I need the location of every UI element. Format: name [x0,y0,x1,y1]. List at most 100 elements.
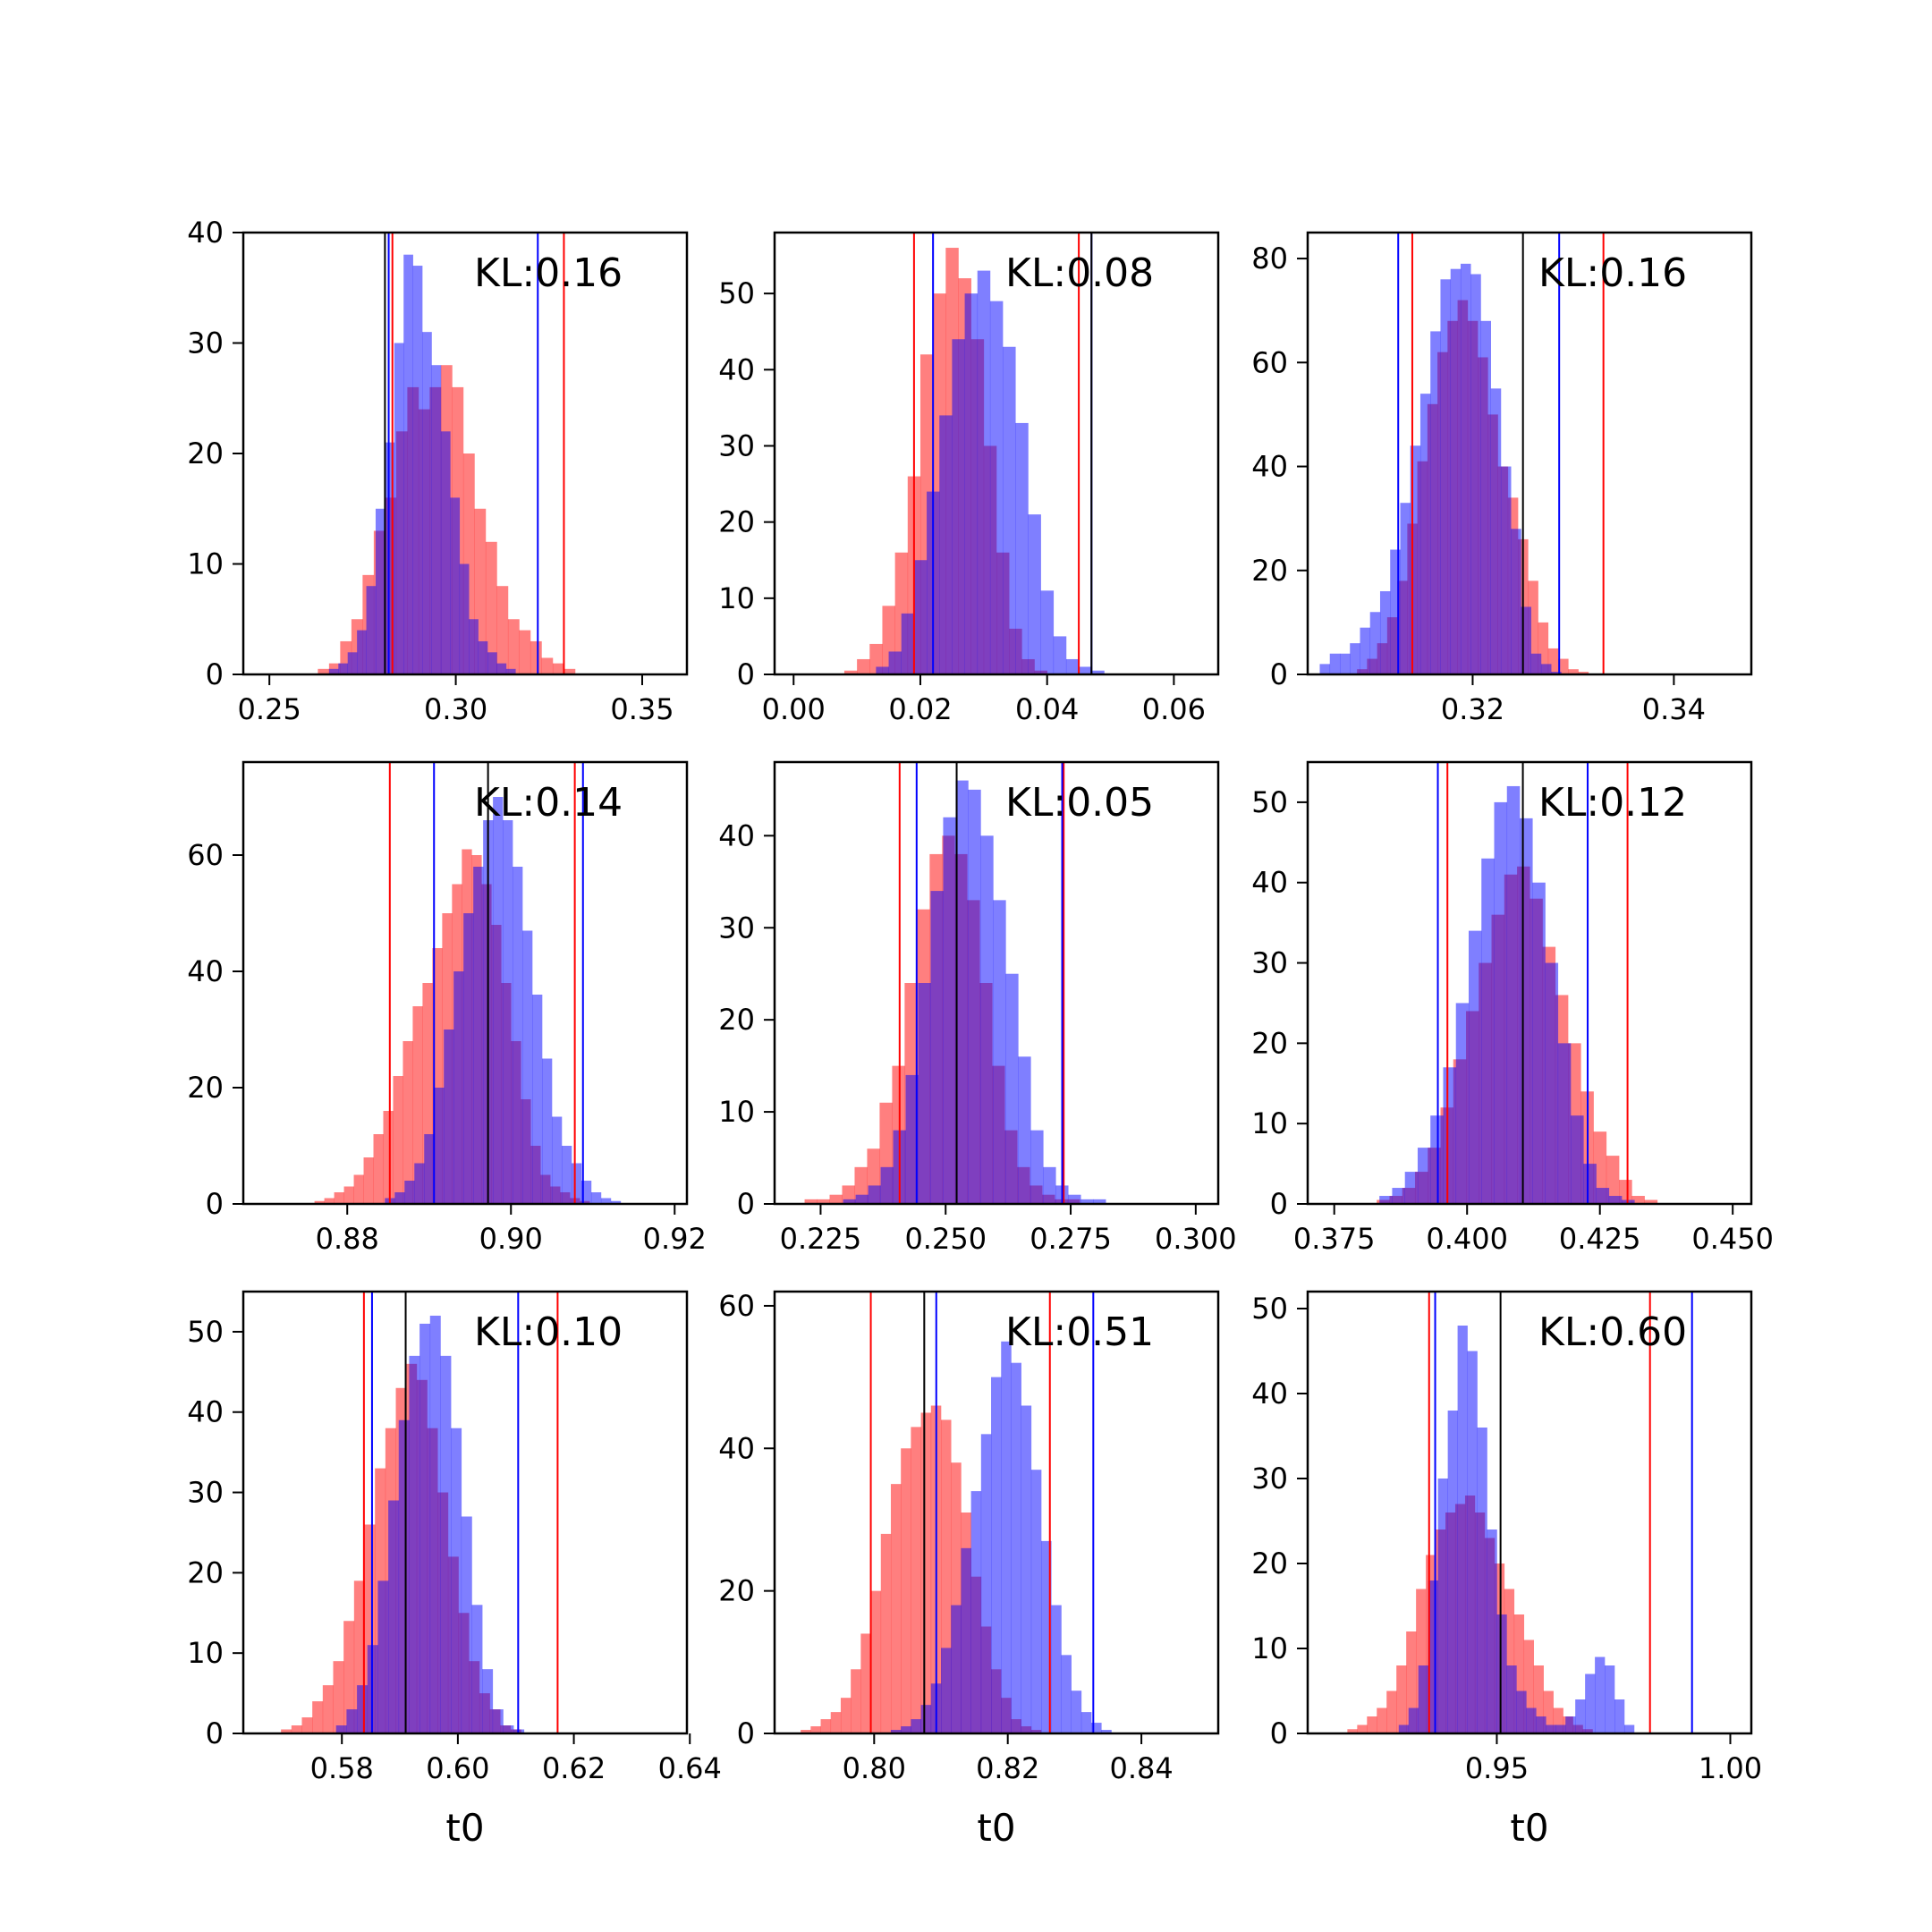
blue-histogram-bar [1440,279,1452,674]
y-tick-label: 40 [187,1395,224,1429]
blue-histogram-bar [1061,1655,1072,1733]
blue-histogram-bar [918,983,931,1204]
x-tick-label: 0.225 [780,1222,862,1256]
blue-histogram-bar [375,508,386,674]
blue-histogram-bar [1494,801,1508,1204]
blue-histogram-bar [571,1163,582,1204]
plot-area [1319,233,1605,674]
x-axis-label: t0 [445,1806,484,1850]
x-tick-label: 0.06 [1142,692,1206,726]
red-histogram-bar [920,1412,932,1733]
blue-histogram-bar [338,663,349,674]
red-histogram-bar [820,1719,832,1733]
red-histogram-bar [1578,672,1589,674]
blue-histogram-bar [1551,672,1562,674]
blue-histogram-bar [1477,1428,1487,1733]
blue-histogram-bar [503,1725,514,1733]
x-tick-label: 0.60 [426,1751,489,1785]
blue-histogram-bar [980,835,994,1204]
vertical-lines [362,1292,559,1733]
red-histogram-bar [1357,1724,1368,1733]
kl-annotation: KL:0.60 [1538,1309,1687,1355]
red-histogram-bar [1538,622,1549,674]
blue-histogram-bar [394,1192,405,1204]
y-tick-label: 30 [1251,1462,1288,1496]
plot-area [314,762,622,1204]
blue-histogram-bar [1043,1166,1056,1204]
red-histogram-bar [364,1524,376,1733]
blue-histogram-bar [1001,1341,1012,1733]
blue-histogram-bar [1506,1665,1517,1733]
blue-histogram-bar [1487,1530,1497,1733]
red-histogram-bar [422,983,433,1204]
axes-frame [1306,1290,1753,1735]
x-tick-label: 0.30 [424,692,487,726]
red-histogram-bar [1606,1156,1620,1204]
red-histogram-bar [485,541,497,674]
blue-histogram-bar [1011,1362,1021,1733]
blue-histogram-bar [905,1074,919,1204]
blue-histogram-bar [505,668,516,674]
blue-histogram-bar [1417,1148,1431,1204]
plot-area [843,233,1105,674]
red-histogram-bar [318,668,330,674]
red-histogram-bar [843,670,858,674]
blue-histogram-bar [890,1730,902,1733]
blue-histogram-bar [404,1181,415,1204]
blue-histogram-bar [1457,1326,1468,1733]
blue-histogram-bar [913,560,928,674]
blue-histogram-bar [424,1134,435,1204]
blue-histogram-bar [1447,1411,1458,1733]
blue-histogram-bar [1030,1470,1042,1733]
y-axis-ticks: 0 10 20 30 40 50 [1251,1292,1308,1750]
x-tick-label: 0.375 [1293,1222,1376,1256]
blue-histogram-bar [1614,1699,1625,1733]
blue-histogram-bar [1545,962,1559,1204]
x-axis-ticks: 0.58 0.60 0.62 0.64 [310,1733,722,1785]
y-axis-ticks: 0 20 40 60 [187,838,243,1221]
red-histogram-bar [840,1698,852,1733]
blue-histogram-bar [977,270,991,674]
axes-frame [1306,760,1753,1206]
blue-histogram-bar [1443,1067,1457,1204]
blue-histogram-bar [1595,1657,1606,1733]
blue-histogram-bar [409,1355,420,1733]
y-tick-label: 20 [187,1555,224,1589]
blue-histogram-bar [610,1200,622,1204]
x-axis-ticks: 0.25 0.30 0.35 [238,674,674,726]
red-histogram-bar [314,1200,325,1204]
x-tick-label: 0.34 [1642,692,1706,726]
blue-histogram-bar [1091,1723,1102,1733]
blue-histogram-bar [1091,670,1105,674]
y-tick-label: 40 [187,954,224,988]
histogram-panel-1: 0.25 0.30 0.35 0 10 20 30 40 KL:0.16 [187,216,689,726]
red-histogram-bar [1504,1589,1515,1733]
blue-histogram-bar [388,1500,400,1733]
y-tick-label: 30 [718,428,755,462]
blue-histogram-bar [1521,606,1531,674]
y-axis-ticks: 0 20 40 60 80 [1251,242,1308,691]
blue-histogram-bar [1605,1665,1615,1733]
blue-histogram-bar [1583,1164,1597,1204]
blue-histogram-bar [385,442,395,674]
red-histogram-bar [1523,1640,1534,1733]
red-histogram-bar [333,1661,344,1733]
x-axis-ticks: 0.95 1.00 [1465,1733,1762,1785]
vertical-lines [869,1292,1095,1733]
y-tick-label: 20 [187,1071,224,1105]
y-tick-label: 10 [718,581,755,615]
plot-area [804,762,1106,1204]
y-tick-label: 0 [1270,657,1288,691]
red-histogram-bar [860,1633,871,1733]
blue-histogram-bar [1400,503,1411,674]
blue-histogram-bar [487,652,497,674]
blue-histogram-bar [955,780,969,1204]
blue-histogram-bar [1540,664,1552,674]
x-axis-ticks: 0.375 0.400 0.425 0.450 [1293,1204,1774,1256]
histogram-panel-2: 0.00 0.02 0.04 0.06 0 10 20 30 40 50 KL:0.08 [718,231,1220,726]
blue-histogram-bar [580,1181,592,1204]
blue-histogram-bar [868,1185,881,1204]
x-tick-label: 0.58 [310,1751,374,1785]
x-tick-label: 0.02 [888,692,952,726]
blue-histogram-bar [1511,529,1521,674]
